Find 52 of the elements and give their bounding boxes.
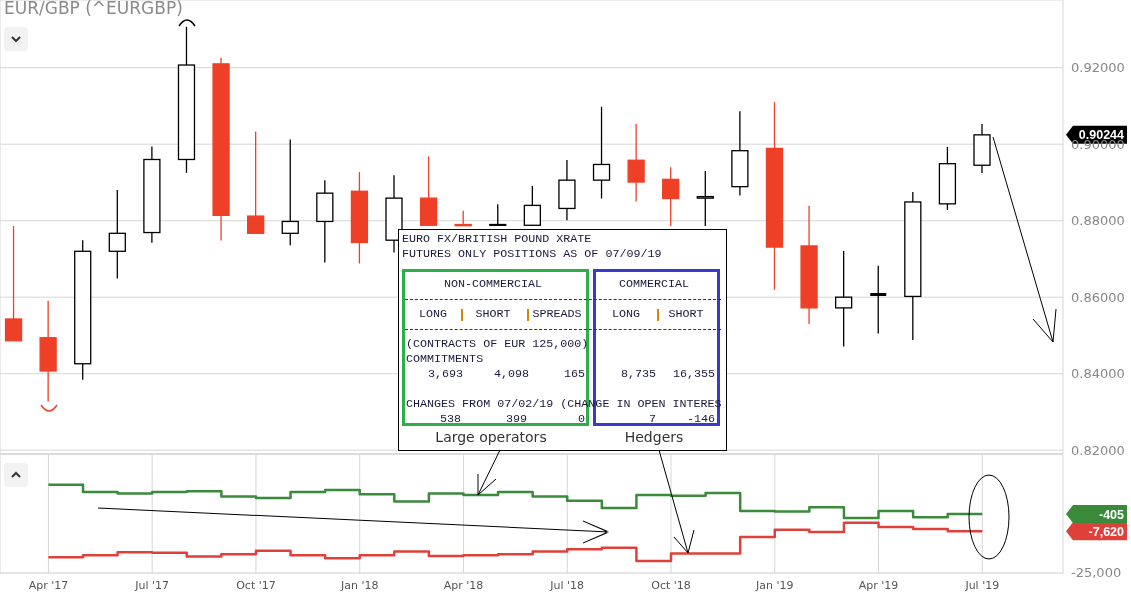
- annotation: NON-COMMERCIAL: [443, 277, 543, 291]
- x-tick-label: Jul '18: [549, 578, 585, 592]
- candlestick: [247, 130, 265, 234]
- x-tick-label: Oct '17: [236, 578, 276, 592]
- annotation: 538: [439, 412, 461, 426]
- annotation: 8,735: [620, 367, 656, 381]
- annotation: 0: [577, 412, 585, 426]
- annotation: -146: [686, 412, 715, 426]
- y-tick-label: 0.84000: [1071, 366, 1125, 382]
- y-tick-label: -7,620: [1088, 524, 1125, 539]
- y-tick-label: 0.86000: [1071, 289, 1125, 305]
- x-tick-label: Apr '18: [443, 578, 484, 592]
- annotation: Hedgers: [624, 429, 684, 445]
- x-tick-label: Oct '18: [651, 578, 691, 592]
- x-tick-label: Jan '19: [755, 578, 794, 592]
- x-tick-label: Apr '17: [28, 578, 69, 592]
- text: FUTURES ONLY POSITIONS AS OF 07/09/19: [402, 247, 662, 261]
- chart-title: EUR/GBP (^EURGBP): [4, 0, 183, 18]
- candlestick: [592, 106, 611, 200]
- candlestick: [870, 265, 888, 335]
- candlestick: [523, 185, 542, 227]
- annotation: 4,098: [493, 367, 529, 381]
- candlestick: [281, 138, 299, 246]
- y-tick-label: 0.88000: [1071, 213, 1125, 229]
- annotation: LONG: [611, 307, 641, 321]
- annotation: Large operators: [435, 429, 547, 445]
- candlestick: [4, 225, 23, 342]
- annotation: 16,355: [672, 367, 715, 381]
- x-tick-label: Apr '19: [858, 578, 899, 592]
- y-tick-label: -25,000: [1071, 565, 1122, 580]
- candlestick: [696, 170, 714, 227]
- annotation: 3,693: [427, 367, 463, 381]
- x-tick-label: Jul '17: [134, 578, 170, 592]
- annotation: SHORT: [475, 307, 511, 321]
- annotation: 7: [648, 412, 656, 426]
- annotation: 399: [505, 412, 527, 426]
- candlestick: [662, 166, 680, 227]
- annotation: SHORT: [668, 307, 704, 321]
- x-tick-label: Jan '18: [339, 578, 379, 592]
- y-tick-label: -405: [1098, 507, 1125, 522]
- annotation: COMMITMENTS: [406, 352, 484, 366]
- text: EURO FX/BRITISH POUND XRATE: [402, 232, 592, 246]
- x-tick-label: Jul '19: [964, 578, 1000, 592]
- annotation: LONG: [418, 307, 448, 321]
- candlestick: [627, 123, 645, 203]
- annotation: 165: [563, 367, 585, 381]
- annotation: SPREADS: [532, 307, 582, 321]
- candlestick: [108, 189, 126, 280]
- candlestick: [835, 250, 853, 348]
- y-tick-label: 0.82000: [1071, 442, 1125, 458]
- y-tick-label: 0.92000: [1071, 60, 1125, 76]
- annotation: COMMERCIAL: [618, 277, 690, 291]
